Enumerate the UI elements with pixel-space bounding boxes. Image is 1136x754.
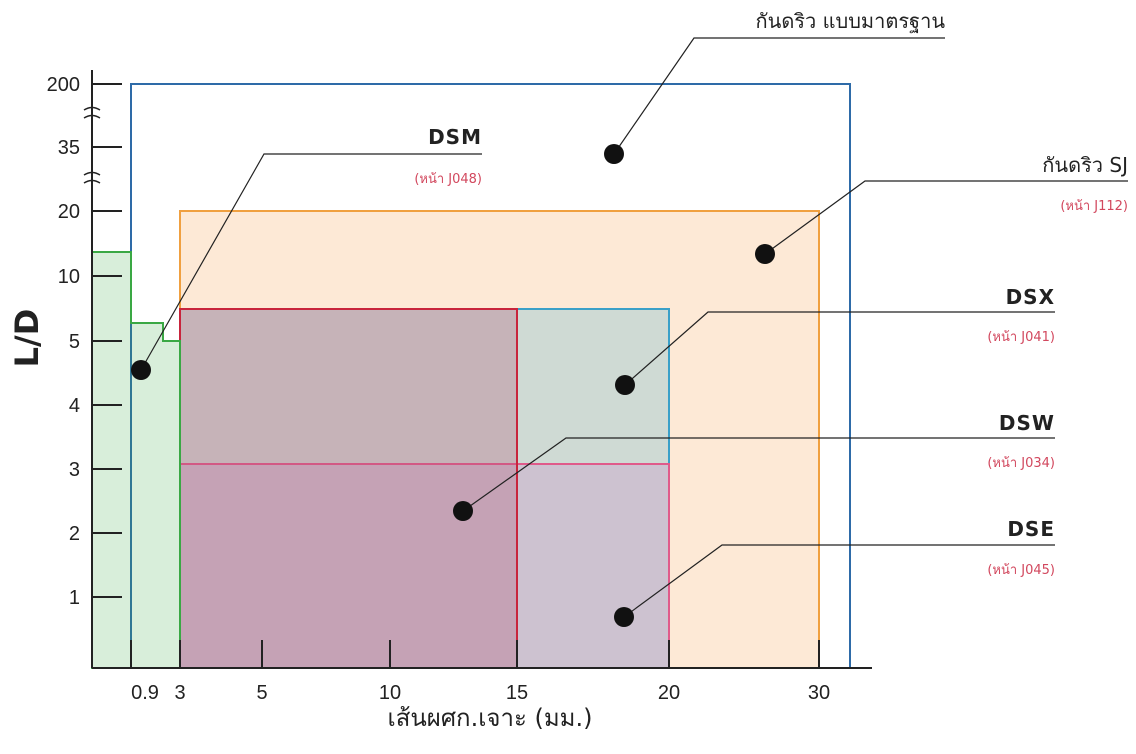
- x-tick-label: 0.9: [131, 682, 159, 704]
- y-tick-label: 1: [69, 587, 80, 609]
- callout-title-sj: กันดริว SJ: [1042, 153, 1128, 177]
- callout-title-dsw: DSW: [999, 411, 1055, 435]
- region-dsx: [179, 308, 670, 669]
- region-dse: [179, 463, 670, 669]
- y-tick-label: 10: [58, 266, 80, 288]
- x-tick-label: 20: [658, 682, 680, 704]
- callout-leader-standard: [613, 37, 945, 155]
- y-axis-break-lower: [83, 171, 101, 184]
- callout-title-dse: DSE: [1007, 517, 1055, 541]
- callout-dot-standard: [604, 144, 624, 164]
- callout-leader-sj: [764, 180, 1128, 255]
- regions-layer: [91, 83, 851, 669]
- x-tick-label: 10: [379, 682, 401, 704]
- callout-dot-dsx: [615, 375, 635, 395]
- region-sj: [179, 210, 820, 669]
- y-tick-label: 3: [69, 459, 80, 481]
- callout-dot-dse: [614, 607, 634, 627]
- y-ticks: 1 2 3 4 5 10 20 35 200: [47, 74, 122, 609]
- x-axis-title: เส้นผศก.เจาะ (มม.): [388, 704, 593, 732]
- callout-page-dsw: (หน้า J034): [987, 456, 1055, 471]
- callout-page-dsm: (หน้า J048): [414, 172, 482, 187]
- y-tick-label: 200: [47, 74, 80, 96]
- callout-dot-dsw: [453, 501, 473, 521]
- y-axis-title: L/D: [8, 309, 46, 368]
- callout-leader-dsx: [624, 311, 1055, 386]
- y-tick-label: 2: [69, 523, 80, 545]
- callout-page-sj: (หน้า J112): [1060, 199, 1128, 214]
- x-tick-label: 5: [256, 682, 267, 704]
- x-tick-label: 3: [174, 682, 185, 704]
- callout-title-dsm: DSM: [428, 125, 482, 149]
- y-tick-label: 4: [69, 395, 80, 417]
- callout-dot-sj: [755, 244, 775, 264]
- callout-dot-dsm: [131, 360, 151, 380]
- x-ticks: 0.9 3 5 10 15 20 30: [130, 640, 830, 704]
- callout-page-dsx: (หน้า J041): [987, 330, 1055, 345]
- y-axis-break-upper: [83, 106, 101, 119]
- callout-page-dse: (หน้า J045): [987, 563, 1055, 578]
- region-dsw: [179, 308, 518, 669]
- callout-title-dsx: DSX: [1006, 285, 1055, 309]
- y-tick-label: 20: [58, 201, 80, 223]
- y-tick-label: 5: [69, 331, 80, 353]
- callout-leader-dsw: [462, 437, 1055, 512]
- region-dsm: [91, 251, 181, 669]
- callout-title-standard: กันดริว แบบมาตรฐาน: [756, 9, 946, 33]
- y-tick-label: 35: [58, 137, 80, 159]
- axes: [83, 70, 872, 669]
- x-tick-label: 30: [808, 682, 830, 704]
- x-tick-label: 15: [506, 682, 528, 704]
- callout-leader-dsm: [140, 153, 482, 371]
- callout-leader-dse: [623, 544, 1055, 618]
